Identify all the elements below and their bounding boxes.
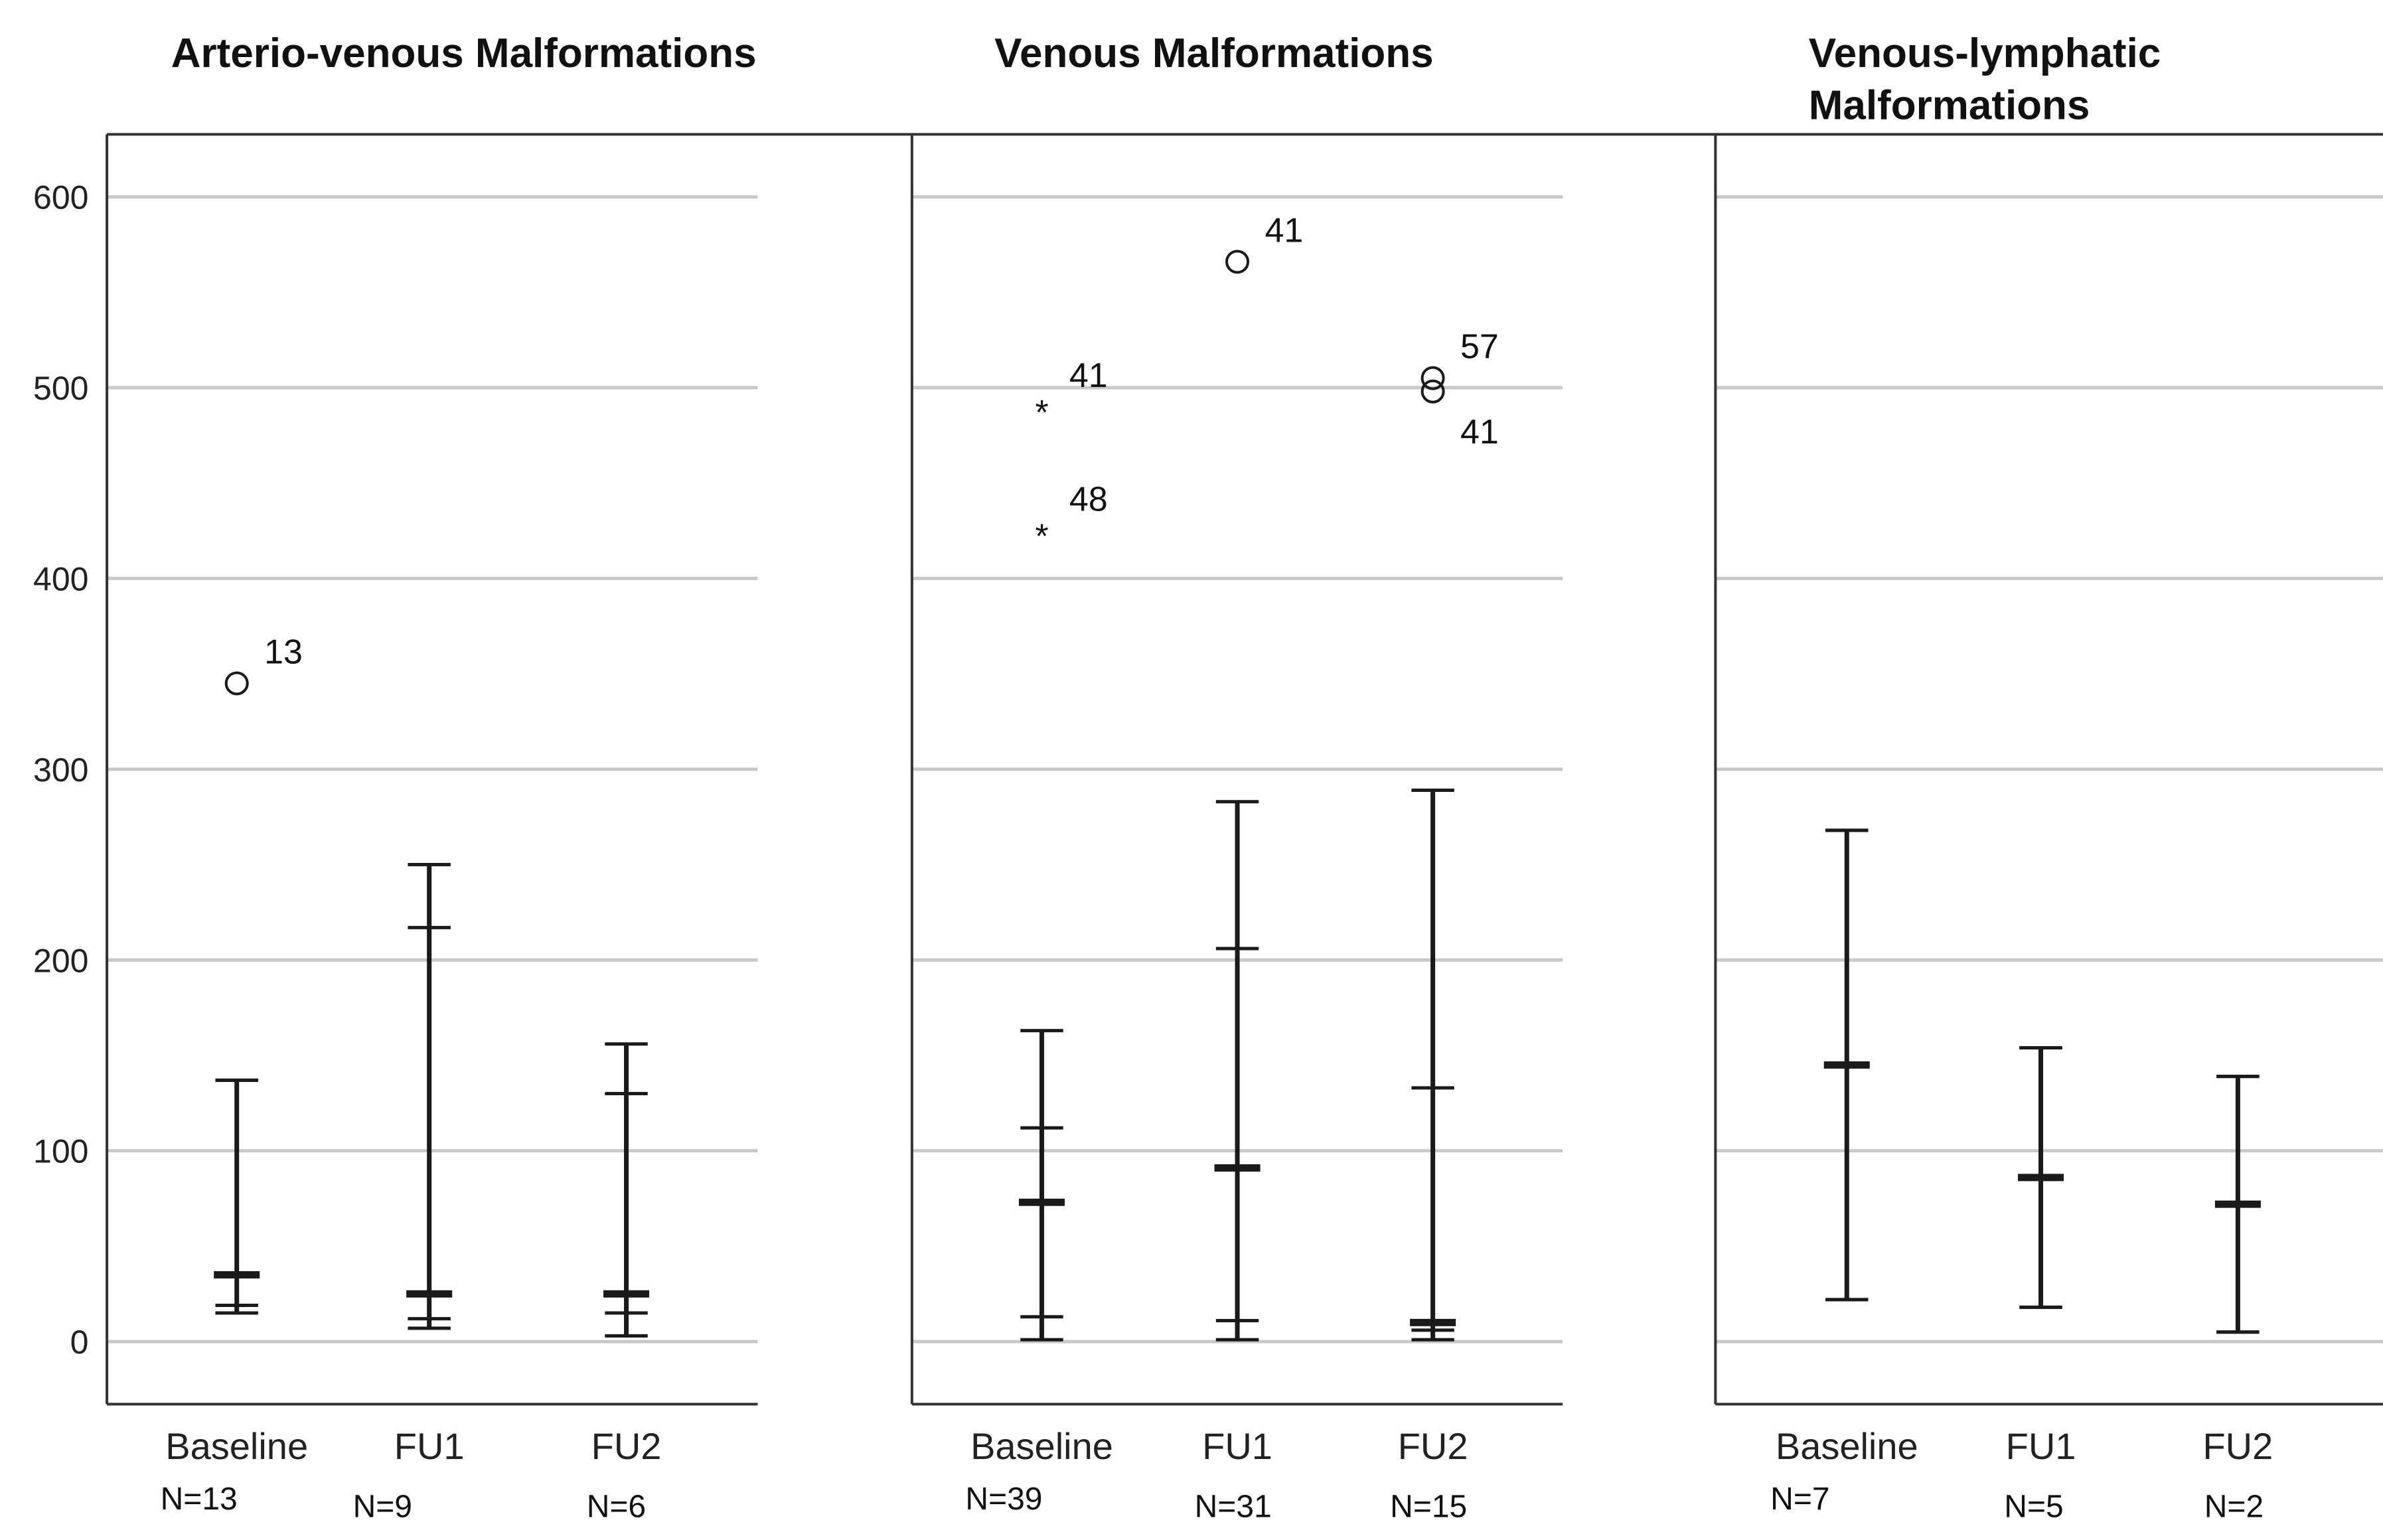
- panel-1-fu2-xtick: FU2: [591, 1425, 662, 1467]
- panel-1-fu1-n-label: N=9: [353, 1490, 412, 1525]
- panel-2-fu1-xtick: FU1: [1202, 1425, 1272, 1467]
- ytick-0: 0: [70, 1324, 89, 1361]
- panel-2-fu2-outlier-0: [1421, 366, 1445, 390]
- panel-2-fu1-n-label: N=31: [1195, 1490, 1272, 1525]
- panel-1-baseline-n-label: N=13: [161, 1482, 238, 1517]
- panel-3-fu2-n-label: N=2: [2204, 1490, 2264, 1525]
- panel-2-baseline-xtick: Baseline: [970, 1425, 1113, 1467]
- panel-3-title-line-1: Venous-lymphatic: [1809, 31, 2161, 76]
- panel-2-baseline-extreme-1: *: [1035, 518, 1048, 556]
- panel-3-baseline-n-label: N=7: [1770, 1482, 1829, 1517]
- panel-2-fu1-outlier-0: [1225, 250, 1250, 274]
- panel-1-fu1-xtick: FU1: [394, 1425, 465, 1467]
- panel-2-baseline-extreme-0: *: [1035, 394, 1048, 432]
- panel-2-fu2-outlier-1: [1421, 379, 1445, 404]
- panel-2-fu2-n-label: N=15: [1390, 1490, 1467, 1525]
- panel-3-baseline-xtick: Baseline: [1776, 1425, 1918, 1467]
- panel-1-baseline-xtick: Baseline: [165, 1425, 308, 1467]
- panel-2-baseline-outlier-label-0: 41: [1069, 356, 1108, 395]
- panel-2-title-line-1: Venous Malformations: [994, 31, 1433, 76]
- panel-1-fu2-n-label: N=6: [587, 1490, 646, 1525]
- panel-3-fu1-n-label: N=5: [2004, 1490, 2063, 1525]
- panel-2-fu1-outlier-label-0: 41: [1265, 211, 1303, 250]
- panel-3-title-line-2: Malformations: [1809, 82, 2090, 128]
- ytick-200: 200: [33, 942, 88, 979]
- ytick-600: 600: [33, 179, 88, 216]
- panel-1-baseline-outlier-0: [224, 671, 249, 696]
- panel-1-baseline-outlier-label-0: 13: [264, 633, 303, 672]
- panel-3-fu1-xtick: FU1: [2006, 1425, 2076, 1467]
- panel-3-fu2-xtick: FU2: [2202, 1425, 2273, 1467]
- ytick-300: 300: [33, 751, 88, 789]
- ytick-400: 400: [33, 560, 88, 597]
- ytick-100: 100: [33, 1133, 88, 1170]
- panel-1-title-line-1: Arterio-venous Malformations: [171, 31, 757, 76]
- panel-2-fu2-outlier-label-1: 41: [1460, 413, 1499, 451]
- panel-2-fu2-outlier-label-0: 57: [1460, 328, 1499, 366]
- panel-2-baseline-outlier-label-1: 48: [1069, 481, 1108, 519]
- panel-2-baseline-n-label: N=39: [965, 1482, 1042, 1517]
- ytick-500: 500: [33, 370, 88, 407]
- panel-2-fu2-xtick: FU2: [1398, 1425, 1468, 1467]
